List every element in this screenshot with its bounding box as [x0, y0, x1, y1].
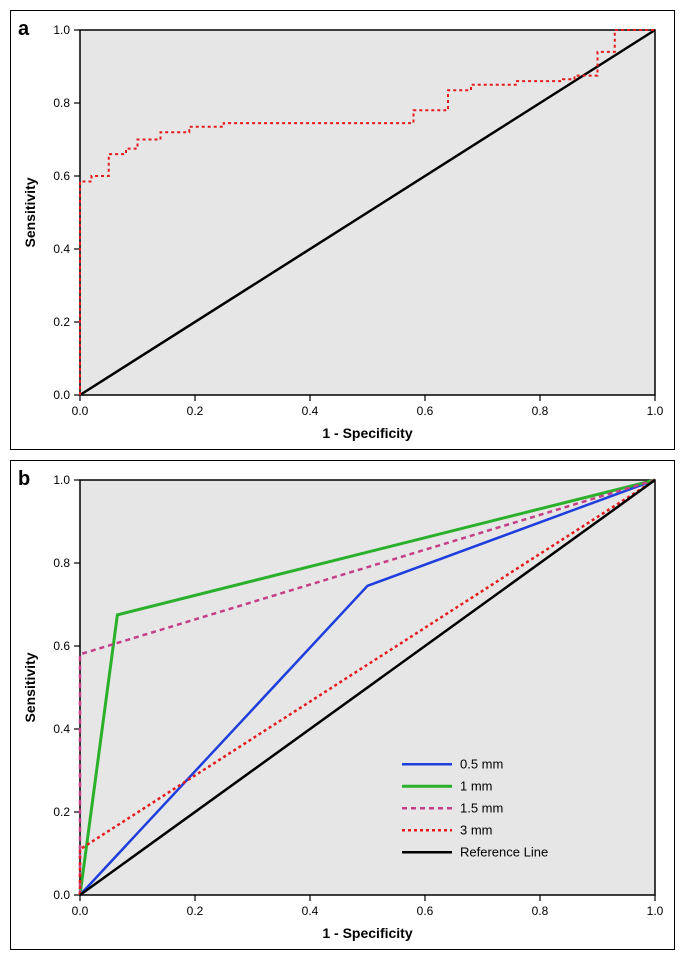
legend-label: 3 mm [460, 822, 493, 837]
svg-text:0.8: 0.8 [53, 96, 70, 110]
figure-a: a 0.0 0.2 0.4 0.6 0.8 1.0 0.0 0.2 0.4 0.6 0.8 1.0 1 … [10, 10, 675, 450]
svg-text:0.6: 0.6 [417, 404, 434, 418]
svg-text:0.8: 0.8 [532, 904, 549, 918]
svg-text:0.8: 0.8 [532, 404, 549, 418]
legend-label: 0.5 mm [460, 756, 503, 771]
legend-label: 1 mm [460, 778, 493, 793]
svg-text:0.6: 0.6 [53, 169, 70, 183]
legend-label: 1.5 mm [460, 800, 503, 815]
svg-text:0.0: 0.0 [72, 404, 89, 418]
legend-label: Reference Line [460, 844, 548, 859]
svg-text:0.4: 0.4 [302, 404, 319, 418]
panel-label-a: a [18, 18, 29, 41]
svg-text:0.2: 0.2 [53, 805, 70, 819]
y-axis-label: Sensitivity [22, 652, 38, 722]
y-axis-label: Sensitivity [22, 177, 38, 247]
svg-text:0.8: 0.8 [53, 556, 70, 570]
svg-text:0.2: 0.2 [187, 904, 204, 918]
x-axis-label: 1 - Specificity [322, 925, 412, 941]
panel-label-b: b [18, 468, 30, 491]
svg-text:1.0: 1.0 [647, 404, 664, 418]
svg-text:1.0: 1.0 [53, 23, 70, 37]
svg-text:0.4: 0.4 [53, 242, 70, 256]
svg-text:0.2: 0.2 [187, 404, 204, 418]
x-axis-label: 1 - Specificity [322, 425, 412, 441]
svg-text:0.6: 0.6 [53, 639, 70, 653]
figure-b: b 0.0 0.2 0.4 0.6 0.8 1.0 0.0 0.2 0.4 0.6 0.8 1.0 1 … [10, 460, 675, 950]
svg-text:1.0: 1.0 [647, 904, 664, 918]
svg-text:0.6: 0.6 [417, 904, 434, 918]
svg-text:0.2: 0.2 [53, 315, 70, 329]
svg-text:0.4: 0.4 [302, 904, 319, 918]
svg-text:1.0: 1.0 [53, 473, 70, 487]
svg-text:0.0: 0.0 [53, 888, 70, 902]
svg-text:0.0: 0.0 [53, 388, 70, 402]
svg-text:0.4: 0.4 [53, 722, 70, 736]
svg-text:0.0: 0.0 [72, 904, 89, 918]
